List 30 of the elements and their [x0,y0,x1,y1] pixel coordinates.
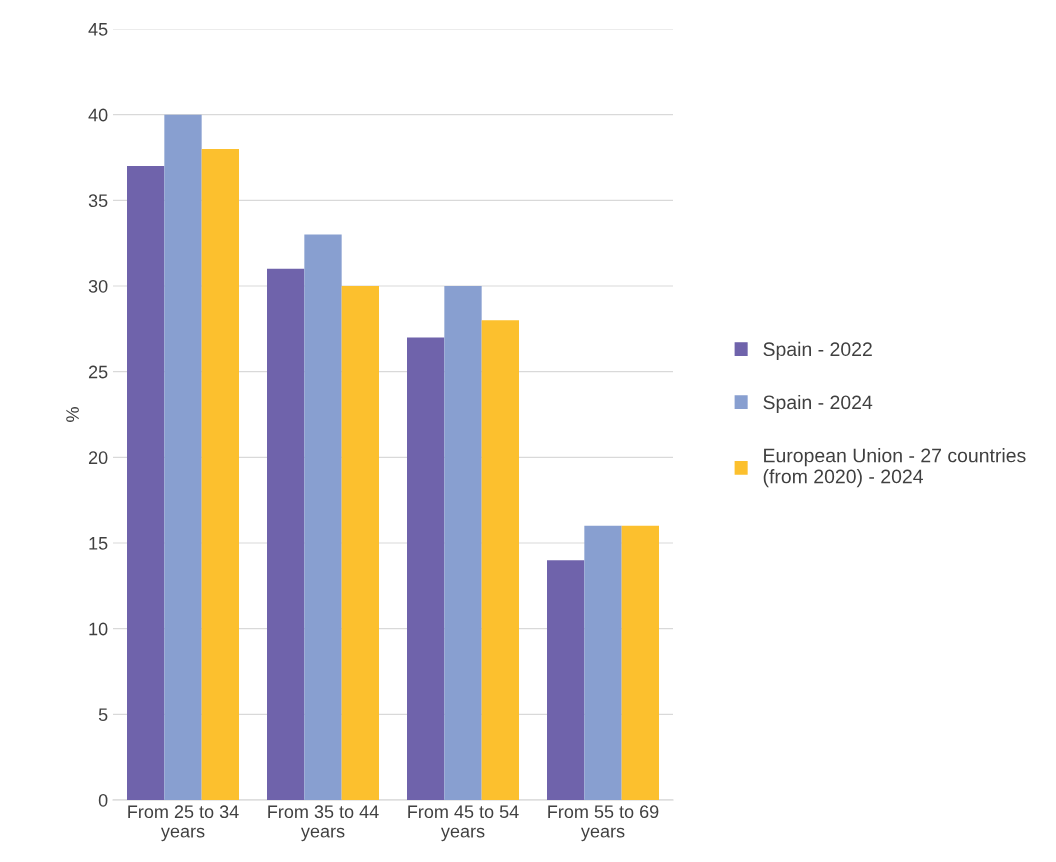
bar [444,286,482,800]
y-tick-label: 40 [88,108,108,122]
x-tick-label: From 55 to 69 years [548,805,659,842]
bar [341,286,379,800]
legend-label: European Union - 27 countries (from 2020) - 2024 [763,448,1026,488]
bar [127,166,165,800]
y-tick-label: 20 [88,451,108,465]
y-tick-label: 30 [88,279,108,293]
x-tick-label: From 35 to 44 years [268,805,379,842]
bar [304,234,342,800]
bar [407,337,445,800]
bar [547,560,585,800]
bar [201,148,239,800]
y-tick-label: 0 [98,793,108,807]
bar [481,320,519,800]
bar [584,525,622,800]
bar [164,114,202,800]
bar [621,525,659,800]
y-axis-title: % [66,407,79,422]
y-tick-label: 15 [89,537,108,550]
y-tick-label: 45 [88,23,108,36]
legend-label: Spain - 2022 [763,341,872,360]
x-tick-label: From 45 to 54 years [408,805,519,842]
y-tick-label: 25 [88,365,108,379]
legend-label: Spain - 2024 [763,394,873,414]
bar [267,268,305,800]
y-tick-label: 5 [98,708,108,722]
x-tick-label: From 25 to 34 years [128,805,239,842]
y-tick-label: 35 [88,194,108,208]
y-tick-label: 10 [89,622,108,636]
